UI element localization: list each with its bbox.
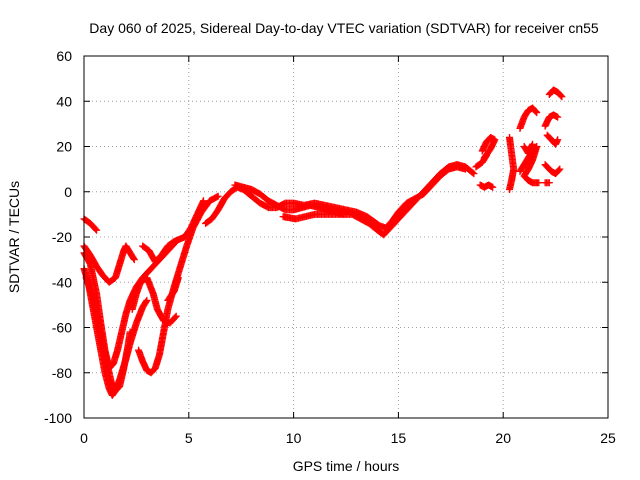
- data-point-marker: [470, 170, 478, 178]
- data-point-marker: [172, 312, 180, 320]
- data-point-marker: [480, 154, 488, 162]
- data-points: [80, 86, 566, 399]
- data-point-marker: [340, 210, 348, 218]
- data-point-marker: [554, 113, 562, 121]
- data-point-marker: [533, 109, 541, 117]
- data-point-marker: [489, 183, 497, 191]
- data-point-marker: [532, 108, 540, 116]
- data-point-marker: [174, 274, 182, 282]
- data-point-marker: [92, 225, 100, 233]
- y-axis-label: SDTVAR / TECUs: [6, 181, 22, 293]
- data-point-marker: [545, 179, 553, 187]
- data-point-marker: [199, 197, 207, 205]
- plot-frame: [83, 55, 609, 419]
- data-point-marker: [555, 166, 563, 174]
- data-point-marker: [142, 297, 150, 305]
- y-tick-labels: -100 -80 -60 -40 -20 0 20 40 60: [44, 48, 72, 426]
- data-point-marker: [93, 226, 101, 234]
- data-point-marker: [214, 192, 222, 200]
- data-point-marker: [558, 93, 566, 101]
- y-tick-label: -100: [44, 410, 72, 426]
- data-point-marker: [481, 153, 489, 161]
- x-tick-label: 25: [600, 430, 616, 446]
- y-tick-label: -60: [52, 320, 72, 336]
- x-tick-label: 10: [286, 430, 302, 446]
- data-point-marker: [529, 140, 537, 148]
- y-tick-label: 0: [64, 184, 72, 200]
- chart-title: Day 060 of 2025, Sidereal Day-to-day VTE…: [89, 20, 599, 36]
- data-point-marker: [469, 169, 477, 177]
- x-tick-label: 20: [495, 430, 511, 446]
- data-point-marker: [535, 179, 543, 187]
- y-tick-label: -40: [52, 274, 72, 290]
- x-tick-label: 5: [185, 430, 193, 446]
- data-point-marker: [505, 185, 513, 193]
- y-tick-label: -80: [52, 365, 72, 381]
- y-tick-label: 20: [56, 139, 72, 155]
- data-point-marker: [130, 256, 138, 264]
- data-point-marker: [130, 254, 138, 262]
- data-point-marker: [557, 92, 565, 100]
- data-point-marker: [126, 328, 134, 336]
- x-tick-label: 0: [80, 430, 88, 446]
- data-point-marker: [171, 313, 179, 321]
- y-tick-label: 60: [56, 48, 72, 64]
- x-tick-labels: 0 5 10 15 20 25: [80, 430, 616, 446]
- data-point-marker: [556, 165, 564, 173]
- data-point-marker: [554, 136, 562, 144]
- data-point-marker: [143, 296, 151, 304]
- x-tick-label: 15: [391, 430, 407, 446]
- y-tick-label: 40: [56, 93, 72, 109]
- x-axis-label: GPS time / hours: [293, 458, 400, 474]
- y-tick-label: -20: [52, 229, 72, 245]
